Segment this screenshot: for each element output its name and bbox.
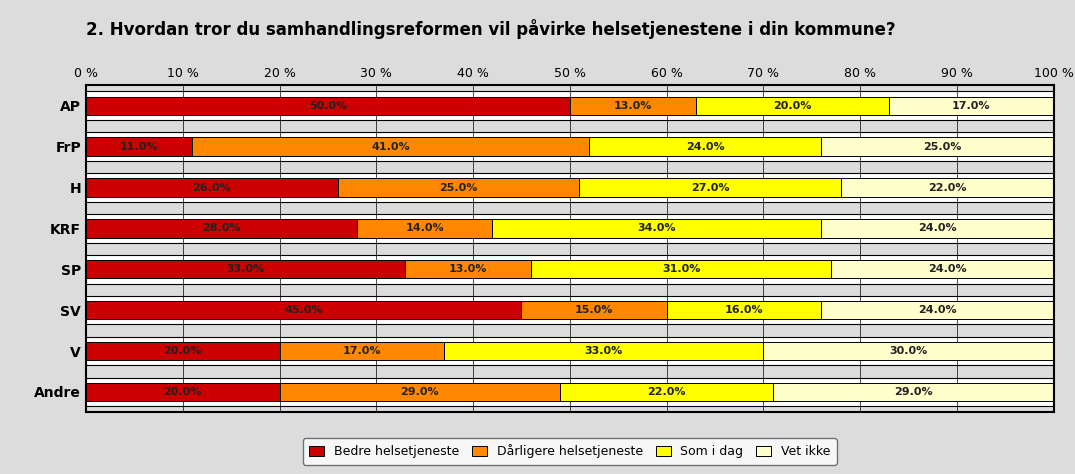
- Bar: [86, 260, 405, 279]
- Bar: [841, 178, 1054, 197]
- Text: 24.0%: 24.0%: [918, 305, 957, 315]
- Text: 30.0%: 30.0%: [889, 346, 928, 356]
- Bar: [86, 132, 1054, 161]
- Text: 24.0%: 24.0%: [928, 264, 966, 274]
- Bar: [86, 378, 1054, 406]
- Text: 14.0%: 14.0%: [405, 223, 444, 233]
- Bar: [338, 178, 579, 197]
- Bar: [86, 342, 280, 360]
- Bar: [357, 219, 492, 237]
- Bar: [579, 178, 841, 197]
- Bar: [831, 260, 1063, 279]
- Bar: [821, 301, 1054, 319]
- Bar: [86, 137, 192, 156]
- Bar: [86, 91, 1054, 120]
- Text: 29.0%: 29.0%: [401, 387, 439, 397]
- Bar: [696, 97, 889, 115]
- Bar: [280, 383, 560, 401]
- Text: 22.0%: 22.0%: [928, 182, 966, 192]
- Bar: [444, 342, 763, 360]
- Text: 16.0%: 16.0%: [725, 305, 763, 315]
- Text: 13.0%: 13.0%: [449, 264, 487, 274]
- Text: 33.0%: 33.0%: [585, 346, 622, 356]
- Bar: [570, 97, 696, 115]
- Text: 17.0%: 17.0%: [343, 346, 381, 356]
- Bar: [86, 255, 1054, 283]
- Text: 25.0%: 25.0%: [923, 142, 961, 152]
- Bar: [192, 137, 589, 156]
- Text: 34.0%: 34.0%: [637, 223, 676, 233]
- Bar: [86, 97, 570, 115]
- Text: 26.0%: 26.0%: [192, 182, 231, 192]
- Text: 20.0%: 20.0%: [163, 387, 202, 397]
- Text: 41.0%: 41.0%: [372, 142, 410, 152]
- Bar: [86, 383, 280, 401]
- Text: 24.0%: 24.0%: [686, 142, 725, 152]
- Bar: [86, 296, 1054, 325]
- Bar: [86, 173, 1054, 202]
- Text: 11.0%: 11.0%: [120, 142, 158, 152]
- Bar: [405, 260, 531, 279]
- Bar: [86, 337, 1054, 365]
- Text: 33.0%: 33.0%: [227, 264, 264, 274]
- Text: 45.0%: 45.0%: [285, 305, 322, 315]
- Bar: [492, 219, 821, 237]
- Bar: [773, 383, 1054, 401]
- Bar: [763, 342, 1054, 360]
- Text: 13.0%: 13.0%: [614, 101, 651, 111]
- Text: 22.0%: 22.0%: [647, 387, 686, 397]
- Bar: [589, 137, 821, 156]
- Bar: [86, 178, 338, 197]
- Bar: [280, 342, 444, 360]
- Text: 2. Hvordan tror du samhandlingsreformen vil påvirke helsetjenestene i din kommun: 2. Hvordan tror du samhandlingsreformen …: [86, 19, 895, 39]
- Text: 20.0%: 20.0%: [163, 346, 202, 356]
- Text: 28.0%: 28.0%: [202, 223, 241, 233]
- Bar: [821, 219, 1054, 237]
- Bar: [86, 219, 357, 237]
- Text: 27.0%: 27.0%: [691, 182, 729, 192]
- Bar: [666, 301, 821, 319]
- Legend: Bedre helsetjeneste, Dårligere helsetjeneste, Som i dag, Vet ikke: Bedre helsetjeneste, Dårligere helsetjen…: [303, 438, 836, 465]
- Bar: [86, 301, 521, 319]
- Text: 17.0%: 17.0%: [952, 101, 990, 111]
- Bar: [821, 137, 1063, 156]
- Text: 29.0%: 29.0%: [894, 387, 932, 397]
- Bar: [560, 383, 773, 401]
- Bar: [531, 260, 831, 279]
- Bar: [889, 97, 1054, 115]
- Text: 31.0%: 31.0%: [662, 264, 700, 274]
- Text: 20.0%: 20.0%: [773, 101, 812, 111]
- Text: 15.0%: 15.0%: [575, 305, 613, 315]
- Bar: [86, 214, 1054, 243]
- Bar: [521, 301, 666, 319]
- Text: 24.0%: 24.0%: [918, 223, 957, 233]
- Text: 25.0%: 25.0%: [440, 182, 477, 192]
- Text: 50.0%: 50.0%: [309, 101, 347, 111]
